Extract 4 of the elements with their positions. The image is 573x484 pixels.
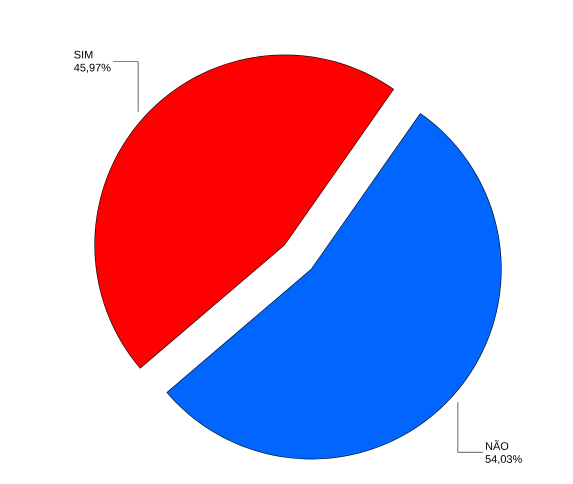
data-label: 54,03% [486, 455, 522, 464]
slice-label: NÃO [486, 440, 508, 450]
slice-label: SIM [74, 50, 92, 59]
data-label: 45,97% [74, 64, 111, 73]
